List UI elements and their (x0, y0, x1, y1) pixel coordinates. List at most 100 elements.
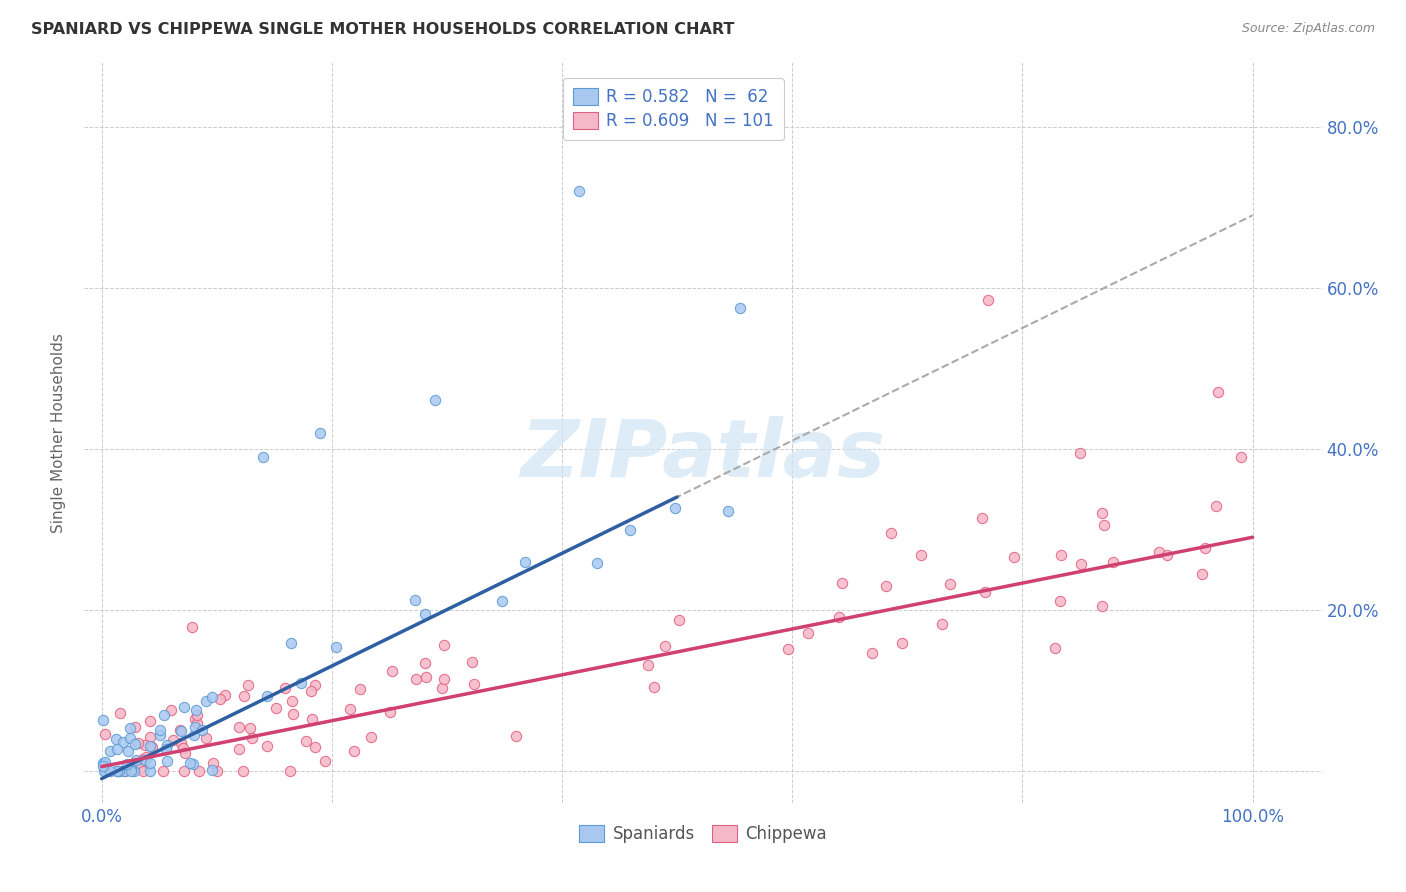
Point (568, 184, 591, 198)
Point (159, 703, 181, 717)
Point (586, 556, 609, 570)
Point (134, 738, 156, 752)
Point (264, 701, 287, 715)
Point (138, 739, 160, 753)
Point (404, 592, 426, 607)
Point (112, 735, 135, 749)
Point (131, 752, 153, 766)
Point (1091, 506, 1114, 520)
Point (91, 713, 114, 727)
Point (118, 722, 141, 736)
Point (240, 731, 263, 745)
Point (202, 756, 225, 770)
Point (349, 681, 371, 696)
Point (105, 742, 128, 756)
Point (236, 678, 259, 692)
Point (174, 746, 197, 760)
Point (301, 712, 323, 726)
Point (132, 764, 155, 778)
Point (139, 756, 162, 770)
Point (415, 669, 437, 683)
Point (973, 585, 995, 599)
Point (405, 672, 427, 686)
Text: SPANIARD VS CHIPPEWA SINGLE MOTHER HOUSEHOLDS CORRELATION CHART: SPANIARD VS CHIPPEWA SINGLE MOTHER HOUSE… (31, 22, 734, 37)
Point (184, 703, 207, 717)
Point (1102, 555, 1125, 569)
Point (433, 672, 456, 686)
Point (643, 680, 665, 694)
Point (141, 740, 163, 755)
Point (120, 764, 142, 778)
Point (463, 676, 485, 690)
Point (153, 707, 176, 722)
Point (294, 733, 316, 747)
Point (184, 712, 207, 726)
Point (1191, 566, 1213, 581)
Point (664, 500, 686, 515)
Point (201, 763, 224, 777)
Point (325, 640, 347, 654)
Point (183, 720, 205, 734)
Point (139, 730, 162, 744)
Point (1230, 450, 1253, 464)
Point (108, 764, 131, 778)
Point (98, 764, 121, 778)
Point (314, 754, 336, 768)
Point (172, 741, 194, 756)
Point (1206, 385, 1229, 400)
Point (730, 301, 752, 315)
Point (1070, 558, 1092, 572)
Point (360, 730, 382, 744)
Point (1091, 599, 1114, 613)
Point (107, 764, 129, 778)
Point (278, 764, 301, 778)
Point (796, 625, 818, 640)
Point (186, 716, 208, 731)
Point (1043, 641, 1066, 656)
Point (1205, 499, 1227, 513)
Point (124, 764, 146, 778)
Point (910, 549, 932, 563)
Point (155, 741, 177, 756)
Point (112, 764, 135, 778)
Point (186, 707, 208, 722)
Point (343, 743, 366, 757)
Point (214, 688, 236, 702)
Point (125, 754, 148, 768)
Point (93, 764, 115, 778)
Point (304, 739, 326, 754)
Point (491, 594, 513, 608)
Point (828, 610, 851, 624)
Point (1002, 550, 1025, 565)
Point (228, 742, 250, 756)
Point (124, 737, 146, 751)
Point (461, 656, 484, 670)
Point (209, 692, 232, 706)
Point (413, 607, 436, 621)
Point (717, 504, 740, 518)
Point (93, 756, 115, 771)
Point (152, 764, 174, 778)
Point (239, 721, 262, 735)
Point (98, 744, 121, 758)
Point (668, 613, 690, 627)
Point (105, 764, 128, 778)
Point (274, 681, 297, 696)
Point (181, 620, 204, 634)
Legend: Spaniards, Chippewa: Spaniards, Chippewa (572, 819, 834, 850)
Point (378, 706, 401, 720)
Point (94, 727, 117, 741)
Point (860, 646, 883, 660)
Point (280, 635, 302, 649)
Point (135, 750, 157, 764)
Point (339, 702, 361, 716)
Point (515, 554, 537, 568)
Point (115, 756, 138, 771)
Point (433, 639, 456, 653)
Point (654, 639, 676, 653)
Point (117, 744, 139, 758)
Point (207, 764, 229, 778)
Point (194, 693, 217, 707)
Point (105, 732, 128, 747)
Point (121, 762, 143, 776)
